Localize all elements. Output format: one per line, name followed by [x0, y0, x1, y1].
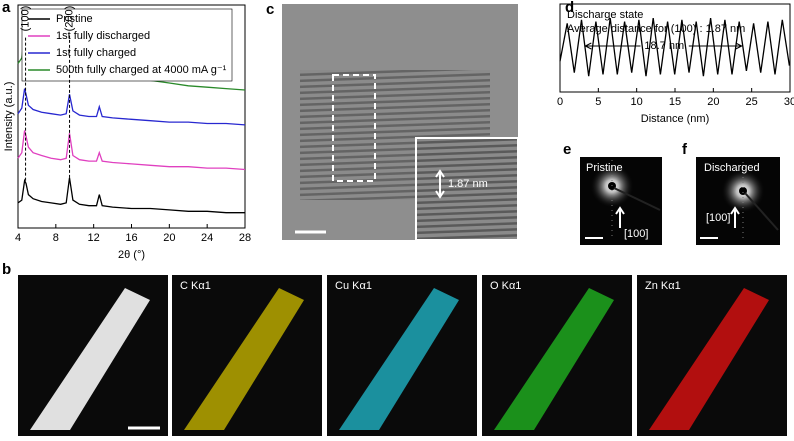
- panel-label: f: [682, 141, 688, 158]
- panel-label: d: [565, 0, 574, 16]
- eds-row: C Kα1 Cu Kα1 O Kα1 Zn Kα1: [18, 275, 787, 436]
- x-tick-label: 0: [557, 96, 563, 108]
- x-tick-label: 20: [163, 232, 175, 244]
- saed-label: Discharged: [704, 162, 760, 174]
- x-tick-label: 5: [595, 96, 601, 108]
- x-tick-label: 8: [53, 232, 59, 244]
- peak-label: (100): [19, 6, 31, 32]
- annotation: Discharge state: [567, 9, 643, 21]
- tem-image: 1.87 nm: [282, 4, 519, 241]
- data-line: [559, 18, 791, 77]
- eds-label: C Kα1: [180, 280, 211, 292]
- x-tick-label: 4: [15, 232, 21, 244]
- annotation: 18.7 nm: [644, 40, 684, 52]
- eds-label: Cu Kα1: [335, 280, 372, 292]
- panel-label: b: [2, 261, 11, 278]
- x-tick-label: 20: [707, 96, 719, 108]
- annotation: Average distance for (100) : 1.87 nm: [567, 23, 745, 35]
- y-axis-label: Intensity (a.u.): [3, 82, 15, 152]
- x-tick-label: 16: [125, 232, 137, 244]
- x-tick-label: 10: [631, 96, 643, 108]
- legend-label: 1st fully charged: [56, 47, 136, 59]
- x-tick-label: 30: [784, 96, 794, 108]
- peak-label: (200): [63, 6, 75, 32]
- panel-label: e: [563, 141, 571, 158]
- legend-label: 1st fully discharged: [56, 30, 150, 42]
- legend-box: [21, 8, 233, 82]
- data-line: [17, 130, 246, 171]
- x-axis-label: 2θ (°): [118, 249, 145, 261]
- x-axis-label: Distance (nm): [641, 113, 709, 125]
- x-tick-label: 24: [201, 232, 213, 244]
- x-tick-label: 28: [239, 232, 251, 244]
- saed-pristine: [100] Pristine: [580, 157, 662, 245]
- eds-label: Zn Kα1: [645, 280, 681, 292]
- saed-discharged: [100] Discharged: [696, 157, 780, 245]
- inset-label: 1.87 nm: [448, 178, 488, 190]
- x-tick-label: 25: [746, 96, 758, 108]
- panel-label: a: [2, 0, 11, 16]
- saed-label: Pristine: [586, 162, 623, 174]
- data-line: [17, 88, 246, 126]
- x-tick-label: 15: [669, 96, 681, 108]
- legend-label: 500th fully charged at 4000 mA g⁻¹: [56, 64, 227, 76]
- x-tick-label: 12: [88, 232, 100, 244]
- eds-label: O Kα1: [490, 280, 521, 292]
- saed-direction: [100]: [706, 212, 730, 224]
- saed-direction: [100]: [624, 228, 648, 240]
- legend-label: Pristine: [56, 13, 93, 25]
- panel-label: c: [266, 1, 274, 18]
- distance-arrow: [584, 42, 743, 50]
- data-line: [17, 177, 245, 214]
